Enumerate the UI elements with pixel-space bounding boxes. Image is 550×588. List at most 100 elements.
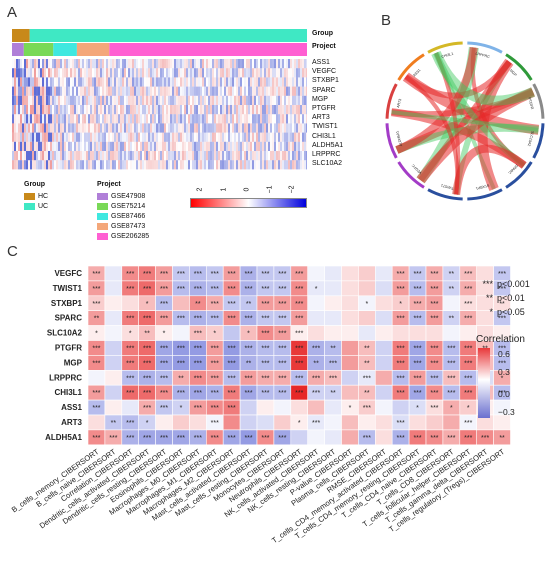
significance-mark: *: [298, 420, 301, 427]
significance-mark: **: [94, 316, 100, 323]
legend-label-gse47908: GSE47908: [111, 193, 146, 200]
significance-mark: ***: [397, 390, 405, 397]
significance-mark: ***: [228, 375, 236, 382]
chord-ribbon: [452, 144, 527, 195]
sig-legend-text: p<0.001: [497, 279, 530, 289]
heat-cell: [104, 370, 123, 386]
significance-mark: *: [501, 375, 504, 382]
significance-mark: ***: [447, 435, 455, 442]
heat-cell: [324, 399, 342, 416]
significance-mark: **: [178, 375, 184, 382]
significance-mark: ***: [413, 271, 421, 278]
significance-mark: ***: [261, 331, 269, 338]
group-bar-hc: [12, 29, 30, 42]
chord-arc-vegfc: [397, 161, 425, 189]
heat-cell: [104, 399, 123, 416]
heat-cell: [408, 414, 427, 431]
significance-mark: ***: [177, 390, 185, 397]
significance-mark: ***: [430, 360, 438, 367]
significance-mark: ***: [278, 271, 286, 278]
heat-cell: [307, 325, 325, 341]
significance-mark: ***: [430, 435, 438, 442]
project-bar-gse87473: [76, 43, 110, 56]
legend-swatch-gse75214: [97, 203, 108, 210]
significance-mark: **: [246, 360, 252, 367]
significance-mark: ***: [177, 271, 185, 278]
significance-mark: ***: [430, 286, 438, 293]
heat-cell: [358, 265, 376, 282]
significance-mark: ***: [228, 286, 236, 293]
significance-mark: ***: [160, 301, 168, 308]
chord-ribbon: [391, 110, 539, 132]
significance-mark: ***: [397, 360, 405, 367]
heat-cell: [324, 310, 342, 326]
significance-mark: ***: [244, 286, 252, 293]
chord-arc-mgp: [505, 53, 533, 81]
significance-mark: ***: [194, 390, 202, 397]
significance-mark: ***: [160, 345, 168, 352]
heat-cell: [324, 414, 342, 431]
significance-mark: ***: [464, 360, 472, 367]
heat-cell: [391, 325, 410, 341]
significance-mark: ***: [109, 435, 117, 442]
heat-cell: [341, 355, 359, 371]
legend-swatch-hc: [24, 193, 35, 200]
significance-mark: ***: [397, 435, 405, 442]
heat-cell: [341, 384, 359, 401]
significance-mark: ***: [278, 360, 286, 367]
gene-label-slc10a2: SLC10A2: [312, 160, 342, 168]
chord-arc-chi3l1: [427, 41, 463, 54]
significance-mark: *: [163, 331, 166, 338]
heat-cell: [391, 399, 410, 416]
significance-mark: ***: [261, 375, 269, 382]
significance-mark: ***: [397, 316, 405, 323]
significance-mark: ***: [244, 390, 252, 397]
sig-legend-stars: *: [489, 307, 493, 317]
significance-mark: ***: [261, 316, 269, 323]
significance-mark: **: [449, 286, 455, 293]
significance-mark: ***: [295, 375, 303, 382]
significance-mark: *: [129, 331, 132, 338]
significance-mark: ***: [194, 331, 202, 338]
scale-tick-2: 2: [196, 187, 204, 192]
heat-cell: [189, 414, 207, 431]
significance-mark: **: [330, 390, 336, 397]
chord-label-lrpprc: LRPPRC: [475, 51, 491, 59]
heat-cell: [307, 399, 325, 416]
heat-cell: [442, 325, 461, 341]
significance-mark: ***: [397, 375, 405, 382]
heat-cell: [290, 399, 308, 416]
legend-swatch-gse87473: [97, 223, 108, 230]
panel-label-c: C: [7, 243, 18, 260]
significance-mark: ***: [464, 435, 472, 442]
heat-cell: [341, 429, 359, 446]
gene-label-stxbp1: STXBP1: [312, 77, 339, 85]
heat-cell: [374, 295, 393, 311]
colorbar-tick: 0.0: [498, 389, 510, 399]
heat-cell: [358, 414, 376, 431]
scale-tick-1: 1: [220, 187, 228, 192]
significance-mark: ***: [211, 375, 219, 382]
significance-mark: ***: [143, 405, 151, 412]
expression-heatmap: [12, 29, 308, 171]
significance-mark: **: [364, 345, 370, 352]
significance-mark: ***: [92, 435, 100, 442]
heat-cell: [408, 325, 427, 341]
heat-cell: [256, 414, 275, 431]
significance-mark: ***: [194, 271, 202, 278]
heat-cell: [374, 384, 393, 401]
significance-mark: ***: [397, 420, 405, 427]
significance-mark: ***: [92, 360, 100, 367]
heat-cell: [290, 429, 308, 446]
significance-mark: ***: [92, 405, 100, 412]
significance-mark: ***: [397, 271, 405, 278]
significance-mark: **: [195, 301, 201, 308]
significance-mark: ***: [430, 345, 438, 352]
significance-mark: ***: [464, 286, 472, 293]
gene-label-lrpprc: LRPPRC: [312, 151, 341, 158]
significance-mark: ***: [278, 301, 286, 308]
significance-mark: ***: [261, 301, 269, 308]
chord-arc-lrpprc: [467, 41, 503, 54]
significance-mark: ***: [261, 360, 269, 367]
heat-cell: [374, 340, 393, 356]
